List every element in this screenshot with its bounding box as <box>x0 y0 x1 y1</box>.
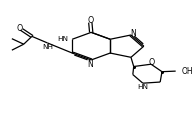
Text: O: O <box>87 16 93 25</box>
Text: HN: HN <box>137 84 148 90</box>
Text: NH: NH <box>42 44 53 50</box>
Text: N: N <box>130 29 136 38</box>
Text: O: O <box>148 57 155 66</box>
Text: OH: OH <box>181 67 193 75</box>
Text: N: N <box>87 59 93 68</box>
Text: HN: HN <box>57 36 68 41</box>
Text: O: O <box>16 23 22 32</box>
